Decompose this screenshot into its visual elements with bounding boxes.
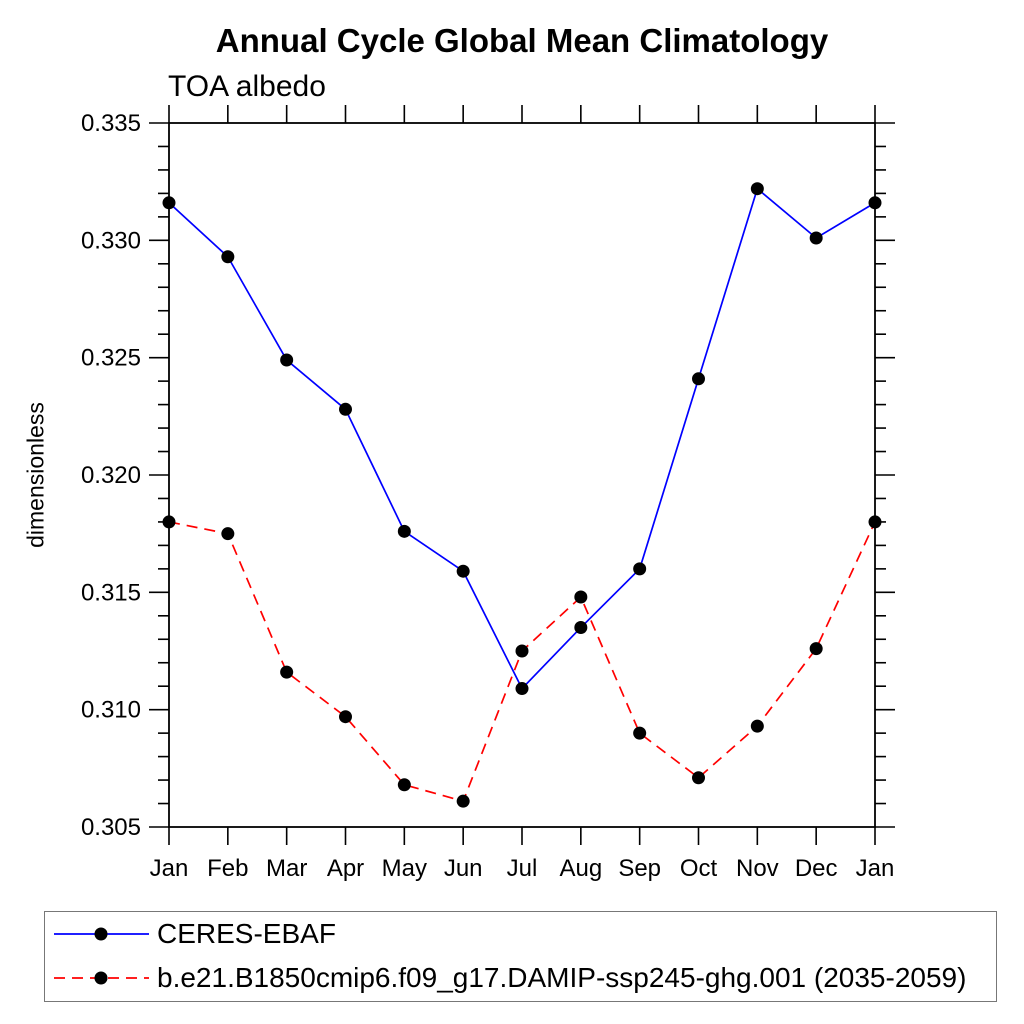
x-tick-label: May xyxy=(382,855,427,882)
data-point xyxy=(574,621,588,635)
x-tick-label: Jan xyxy=(150,855,189,882)
solid-line-marker-icon xyxy=(54,927,149,941)
x-tick-label: Jun xyxy=(444,855,483,882)
data-point xyxy=(339,710,352,724)
data-point xyxy=(809,231,823,245)
x-tick-label: Mar xyxy=(266,855,307,882)
data-point xyxy=(162,196,176,210)
x-tick-label: Sep xyxy=(618,855,661,882)
data-point xyxy=(221,250,235,264)
data-point xyxy=(456,564,470,578)
data-point xyxy=(750,719,764,733)
x-tick-label: Aug xyxy=(559,855,602,882)
data-point xyxy=(456,794,470,808)
x-tick-label: Jan xyxy=(856,855,895,882)
x-tick-label: Feb xyxy=(207,855,248,882)
legend-entry-observation: CERES-EBAF xyxy=(54,916,336,952)
data-point xyxy=(515,644,529,658)
legend-label-observation: CERES-EBAF xyxy=(157,918,336,949)
data-point xyxy=(280,353,294,367)
chart-title: Annual Cycle Global Mean Climatology xyxy=(215,22,829,59)
y-tick-label: 0.310 xyxy=(81,697,141,724)
x-tick-label: Apr xyxy=(327,855,364,882)
series-line xyxy=(168,521,876,803)
data-point xyxy=(515,682,529,696)
y-tick-label: 0.320 xyxy=(81,462,141,489)
data-point xyxy=(809,642,823,656)
dashed-line-marker-icon xyxy=(54,971,149,985)
data-point xyxy=(633,726,647,740)
x-tick-label: Nov xyxy=(736,855,779,882)
y-tick-label: 0.335 xyxy=(81,110,141,137)
data-point xyxy=(397,778,411,792)
y-tick-label: 0.305 xyxy=(81,814,141,841)
chart-subtitle: TOA albedo xyxy=(168,70,326,103)
data-point xyxy=(868,515,882,529)
data-point xyxy=(750,182,764,196)
data-point xyxy=(221,527,235,541)
legend-entry-model: b.e21.B1850cmip6.f09_g17.DAMIP-ssp245-gh… xyxy=(54,960,966,996)
data-point xyxy=(868,196,882,210)
data-point xyxy=(692,372,705,386)
plot-frame xyxy=(168,122,876,828)
y-tick-label: 0.325 xyxy=(81,345,141,372)
legend-label-model: b.e21.B1850cmip6.f09_g17.DAMIP-ssp245-gh… xyxy=(157,962,967,993)
x-tick-label: Oct xyxy=(680,855,718,882)
data-point xyxy=(574,590,588,604)
y-tick-label: 0.315 xyxy=(81,579,141,606)
data-point xyxy=(339,402,352,416)
data-point xyxy=(692,771,705,785)
legend-box: CERES-EBAF b.e21.B1850cmip6.f09_g17.DAMI… xyxy=(44,911,997,1002)
data-point xyxy=(397,524,411,538)
x-tick-label: Jul xyxy=(507,855,538,882)
series-line xyxy=(168,187,876,691)
data-point xyxy=(162,515,176,529)
x-tick-label: Dec xyxy=(795,855,838,882)
y-tick-label: 0.330 xyxy=(81,227,141,254)
data-point xyxy=(633,562,647,576)
data-point xyxy=(280,665,294,679)
